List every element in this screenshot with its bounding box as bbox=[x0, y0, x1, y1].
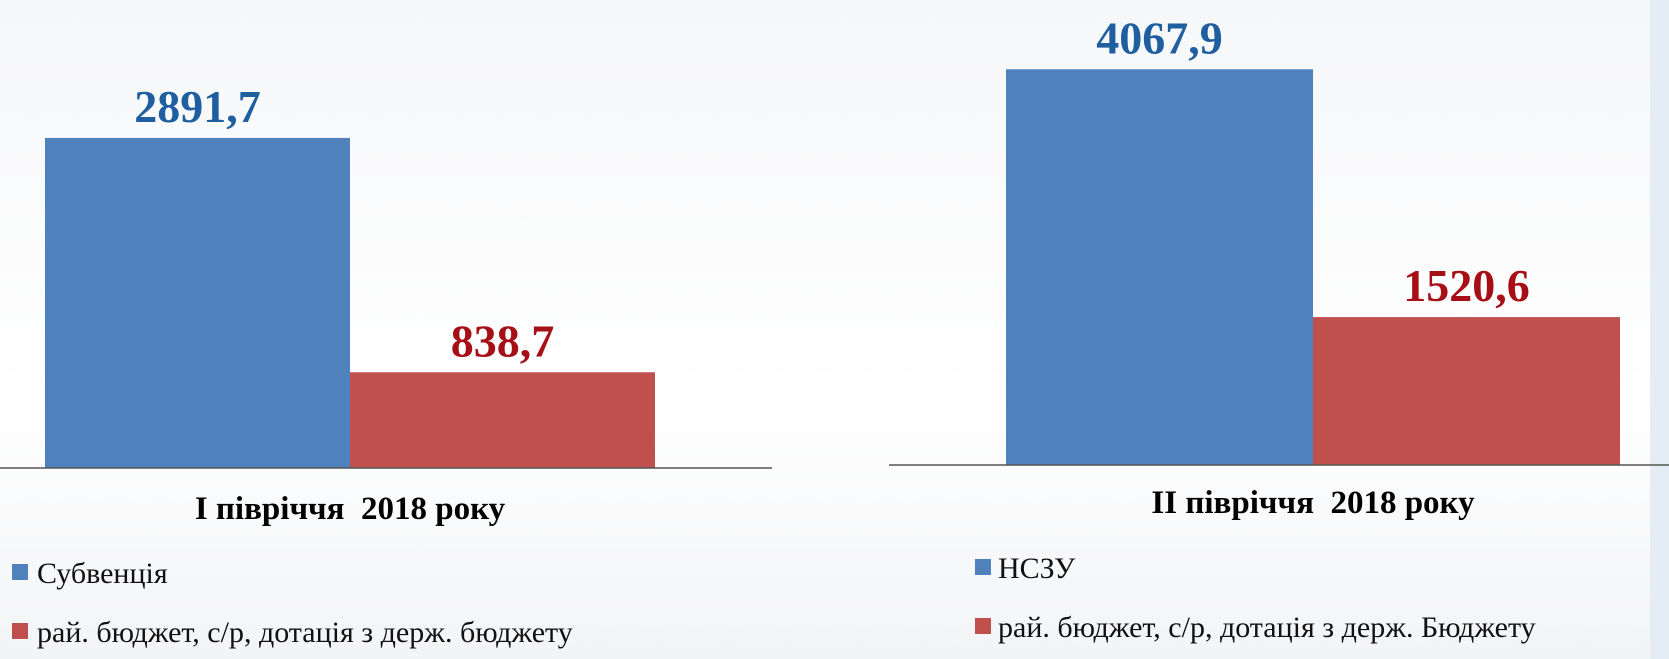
legend-swatch bbox=[975, 559, 991, 575]
bar bbox=[350, 372, 655, 468]
x-category-label: II півріччя 2018 року bbox=[1151, 485, 1475, 521]
value-label: 1520,6 bbox=[1403, 260, 1530, 311]
value-label: 2891,7 bbox=[134, 81, 261, 132]
page: 2891,7 Субвенція 838,7 рай. бюджет, с/р, до… bbox=[0, 0, 1669, 659]
legend-label: рай. бюджет, с/р, дотація з держ. бюджет… bbox=[37, 616, 573, 649]
value-label: 4067,9 bbox=[1096, 12, 1223, 63]
value-label: 838,7 bbox=[451, 315, 555, 366]
legend-label: НСЗУ bbox=[998, 552, 1076, 585]
bar bbox=[45, 138, 350, 468]
bar bbox=[1313, 317, 1620, 465]
edge-strip bbox=[1650, 0, 1669, 659]
legend-label: рай. бюджет, с/р, дотація з держ. Бюджет… bbox=[998, 611, 1536, 644]
legend-swatch bbox=[12, 623, 28, 639]
legend-label: Субвенція bbox=[37, 557, 168, 590]
bar bbox=[1006, 69, 1313, 465]
legend-swatch bbox=[12, 564, 28, 580]
charts: 2891,7 Субвенція 838,7 рай. бюджет, с/р, до… bbox=[0, 0, 1669, 659]
legend-swatch bbox=[975, 618, 991, 634]
x-category-label: I півріччя 2018 року bbox=[195, 491, 506, 527]
